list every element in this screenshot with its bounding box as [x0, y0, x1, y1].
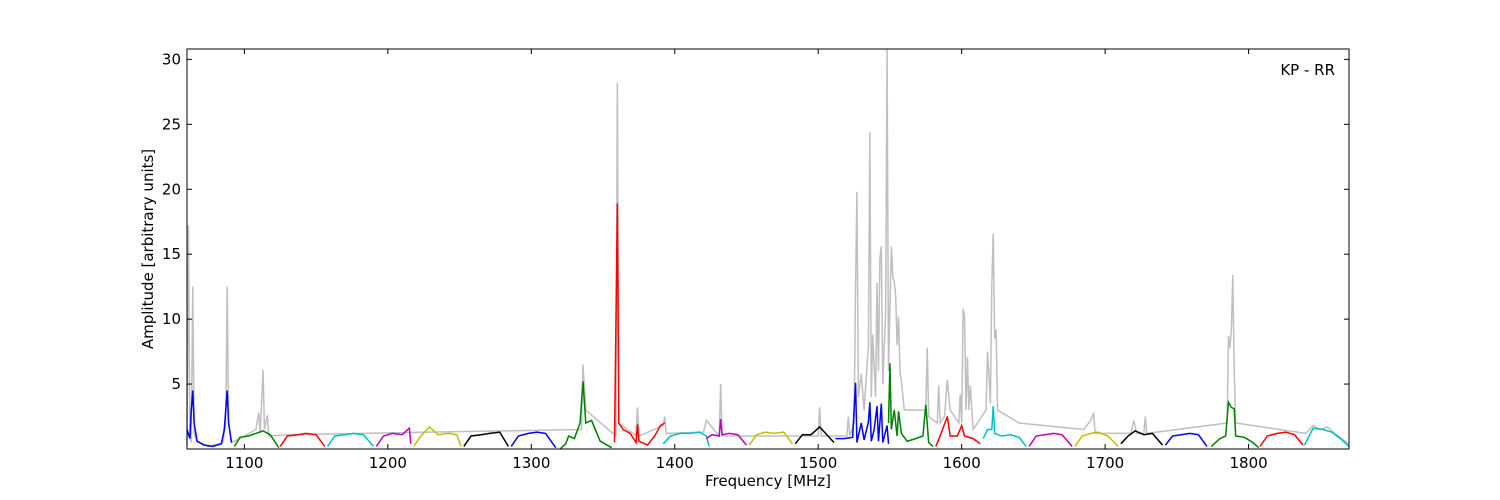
y-tick-label: 15 — [162, 245, 181, 263]
y-tick-label: 10 — [162, 310, 181, 328]
raw-spectrum-line — [186, 48, 1350, 448]
y-tick-label: 30 — [162, 50, 181, 68]
series-line-14 — [794, 425, 835, 445]
x-axis-ticks: 1100 1200 1300 1400 1500 1600 1700 1800 — [225, 49, 1268, 472]
y-tick-label: 25 — [162, 115, 181, 133]
chart-annotation: KP - RR — [1280, 61, 1335, 79]
series-line-23 — [1210, 399, 1260, 449]
y-tick-label: 20 — [162, 180, 181, 198]
y-tick-label: 5 — [171, 375, 181, 393]
series-line-16 — [887, 363, 934, 447]
x-tick-label: 1800 — [1229, 454, 1267, 472]
series-line-24 — [1259, 431, 1304, 447]
raw-spectrum-layer — [186, 48, 1350, 448]
series-line-15 — [835, 382, 890, 444]
series-line-20 — [1074, 431, 1119, 447]
x-tick-label: 1600 — [943, 454, 981, 472]
series-line-1 — [186, 390, 233, 448]
series-line-2 — [233, 429, 280, 449]
series-line-4 — [326, 432, 375, 447]
series-line-12 — [705, 419, 748, 446]
y-axis-label: Amplitude [arbitrary units] — [139, 149, 157, 349]
series-line-8 — [510, 431, 557, 449]
x-tick-label: 1100 — [225, 454, 263, 472]
series-line-5 — [375, 426, 412, 447]
series-line-19 — [1028, 432, 1073, 447]
x-tick-label: 1700 — [1086, 454, 1124, 472]
x-tick-label: 1300 — [512, 454, 550, 472]
series-line-17 — [935, 416, 981, 447]
plot-frame — [186, 48, 1350, 450]
x-tick-label: 1400 — [656, 454, 694, 472]
series-line-10 — [613, 203, 666, 447]
series-line-7 — [463, 431, 509, 447]
series-line-6 — [413, 425, 462, 447]
series-line-3 — [279, 432, 326, 447]
y-axis-ticks: 5 10 15 20 25 30 — [162, 50, 1349, 393]
series-line-13 — [748, 431, 793, 446]
channel-series-layer — [186, 203, 1350, 450]
series-line-18 — [982, 406, 1027, 447]
x-tick-label: 1500 — [799, 454, 837, 472]
series-line-11 — [662, 431, 710, 447]
series-line-22 — [1164, 432, 1208, 447]
series-line-9 — [559, 381, 612, 450]
series-line-21 — [1120, 429, 1164, 446]
x-axis-label: Frequency [MHz] — [705, 472, 831, 490]
x-tick-label: 1200 — [369, 454, 407, 472]
series-line-25 — [1303, 427, 1350, 447]
